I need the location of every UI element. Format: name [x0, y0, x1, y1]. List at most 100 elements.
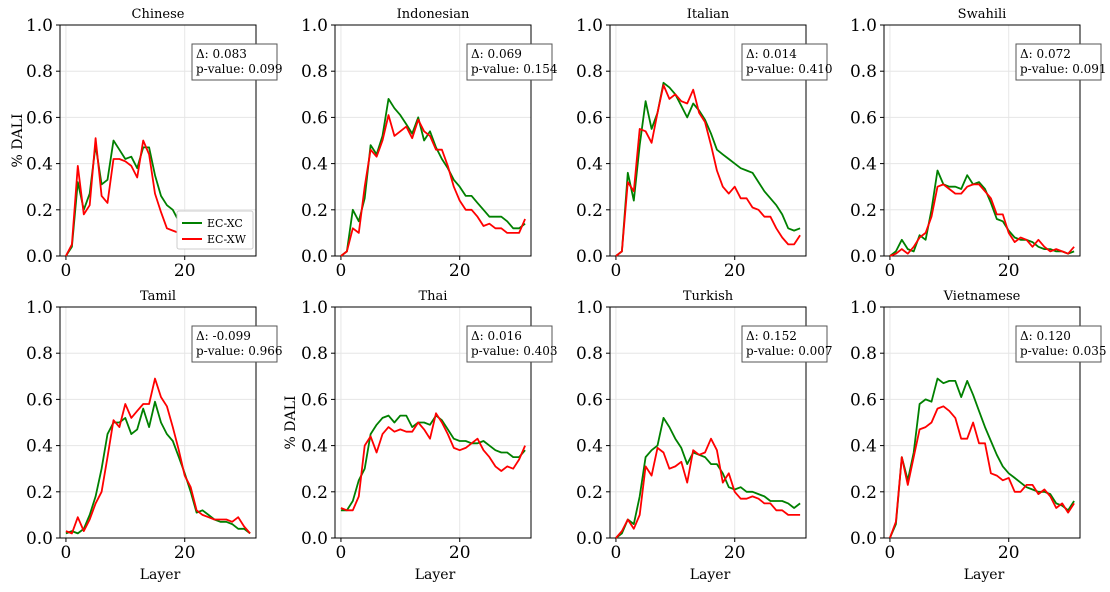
delta-value: Δ: 0.152 [746, 329, 797, 343]
series-line-ec-xw [889, 183, 1075, 257]
x-tick-label: 20 [998, 543, 1020, 563]
y-tick-label: 0.0 [26, 247, 53, 267]
y-tick-label: 0.6 [576, 390, 603, 410]
x-tick-label: 20 [724, 261, 746, 281]
x-tick-label: 20 [449, 543, 471, 563]
stats-box-frame [1015, 325, 1102, 363]
p-value: p-value: 0.099 [196, 62, 283, 76]
y-tick-label: 0.6 [301, 390, 328, 410]
delta-value: Δ: 0.120 [1020, 329, 1071, 343]
delta-value: Δ: 0.069 [471, 47, 522, 61]
stats-box-frame [191, 43, 278, 81]
y-tick-label: 0.2 [26, 201, 53, 221]
y-tick-label: 0.2 [850, 201, 877, 221]
x-tick-label: 0 [336, 543, 347, 563]
y-tick-label: 0.6 [850, 108, 877, 128]
x-tick-label: 0 [885, 543, 896, 563]
series-line-ec-xc [340, 414, 526, 512]
legend: EC-XC EC-XW [176, 210, 254, 250]
p-value: p-value: 0.403 [471, 344, 558, 358]
y-tick-label: 0.4 [850, 155, 877, 175]
axes-frame [883, 306, 1081, 539]
y-tick-label: 1.0 [576, 16, 603, 36]
y-tick-label: 0.2 [576, 483, 603, 503]
y-tick-label: 0.4 [576, 437, 603, 457]
stats-box-frame [191, 325, 278, 363]
x-tick-label: 0 [611, 543, 622, 563]
y-tick-label: 0.4 [850, 437, 877, 457]
y-tick-label: 0.0 [301, 247, 328, 267]
y-tick-label: 0.4 [26, 155, 53, 175]
y-tick-label: 0.4 [301, 155, 328, 175]
y-tick-label: 0.6 [576, 108, 603, 128]
x-axis-label: Layer [690, 567, 731, 583]
series-line-ec-xc [889, 169, 1075, 257]
y-tick-label: 0.2 [576, 201, 603, 221]
panel-title: Chinese [132, 7, 185, 22]
legend-label: EC-XC [207, 217, 243, 230]
y-tick-label: 0.4 [26, 437, 53, 457]
y-tick-label: 1.0 [26, 298, 53, 318]
x-axis-label: Layer [964, 567, 1005, 583]
x-tick-label: 20 [174, 261, 196, 281]
axes-frame [59, 24, 257, 257]
x-tick-label: 0 [885, 261, 896, 281]
y-tick-label: 0.8 [850, 62, 877, 82]
series-line-ec-xw [340, 412, 526, 512]
y-tick-label: 0.8 [26, 62, 53, 82]
panel-italian: Italian 0.0 0.2 0.4 0.6 0.8 1.0 0 20 Δ: 0.014p-va… [576, 7, 833, 281]
x-tick-label: 20 [724, 543, 746, 563]
series-line-ec-xw [615, 437, 801, 539]
delta-value: Δ: -0.099 [196, 329, 251, 343]
axes-frame [334, 24, 532, 257]
y-tick-label: 0.8 [576, 62, 603, 82]
y-tick-label: 0.4 [576, 155, 603, 175]
x-tick-label: 0 [61, 543, 72, 563]
y-tick-label: 0.0 [850, 247, 877, 267]
p-value: p-value: 0.966 [196, 344, 283, 358]
y-tick-label: 0.8 [576, 344, 603, 364]
p-value: p-value: 0.035 [1020, 344, 1107, 358]
series-line-ec-xc [615, 416, 801, 539]
y-tick-label: 0.8 [301, 344, 328, 364]
y-tick-label: 0.2 [850, 483, 877, 503]
stats-box-frame [741, 43, 828, 81]
y-tick-label: 0.8 [301, 62, 328, 82]
y-tick-label: 0.0 [576, 529, 603, 549]
series-line-ec-xc [340, 98, 526, 257]
panel-title: Italian [687, 7, 730, 22]
axes-frame [883, 24, 1081, 257]
series-line-ec-xc [889, 377, 1075, 539]
stats-box-frame [466, 43, 553, 81]
x-tick-label: 0 [61, 261, 72, 281]
delta-value: Δ: 0.014 [746, 47, 797, 61]
panel-title: Tamil [140, 289, 176, 304]
y-tick-label: 0.6 [26, 108, 53, 128]
series-line-ec-xc [615, 81, 801, 257]
y-tick-label: 0.8 [850, 344, 877, 364]
y-tick-label: 1.0 [26, 16, 53, 36]
y-tick-label: 0.8 [26, 344, 53, 364]
panel-thai: Thai 0.0 0.2 0.4 0.6 0.8 1.0 0 20 Δ: 0.016p-value… [283, 289, 558, 583]
series-line-ec-xw [889, 405, 1075, 539]
delta-value: Δ: 0.083 [196, 47, 247, 61]
axes-frame [609, 306, 807, 539]
stats-box-frame [1015, 43, 1102, 81]
panel-title: Turkish [683, 289, 734, 304]
panel-chinese: Chinese 0.0 0.2 0.4 0.6 0.8 1.0 0 20 Δ: 0.083p-va… [10, 7, 283, 281]
axes-frame [609, 24, 807, 257]
y-tick-label: 1.0 [576, 298, 603, 318]
x-tick-label: 0 [611, 261, 622, 281]
p-value: p-value: 0.007 [746, 344, 833, 358]
y-tick-label: 0.0 [850, 529, 877, 549]
series-line-ec-xc [65, 400, 251, 535]
p-value: p-value: 0.091 [1020, 62, 1107, 76]
panel-tamil: Tamil 0.0 0.2 0.4 0.6 0.8 1.0 0 20 Δ: -0.099p-val… [26, 289, 283, 583]
delta-value: Δ: 0.016 [471, 329, 522, 343]
stats-box-frame [741, 325, 828, 363]
